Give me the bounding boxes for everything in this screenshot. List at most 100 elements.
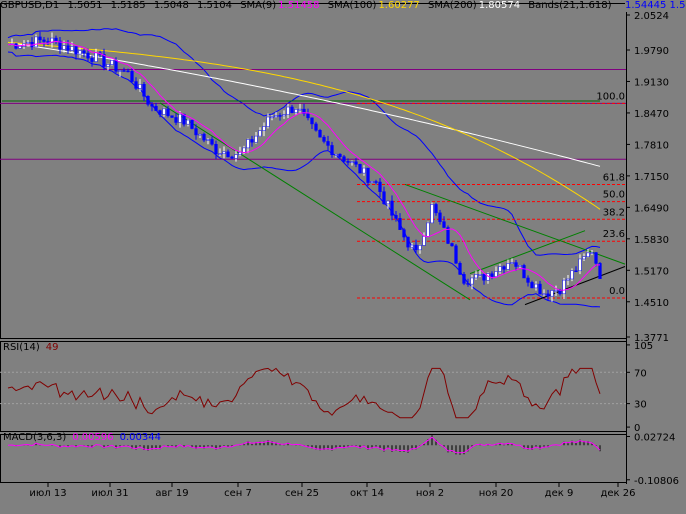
candle-body (566, 278, 570, 281)
channel-line-lower (159, 102, 471, 301)
candle-body (262, 126, 266, 131)
candle-body (406, 236, 410, 248)
macd-value-2: 0.00344 (119, 432, 161, 443)
price-axis-label: 1.3771 (634, 333, 669, 344)
candle-body (598, 263, 602, 279)
candle-body (70, 46, 74, 51)
rsi-axis-label: 0 (634, 423, 640, 434)
candle-body (334, 153, 338, 156)
macd-axis-label: 0.02724 (634, 432, 675, 443)
rsi-axis-label: 105 (634, 341, 653, 352)
rsi-axis-label: 30 (634, 400, 647, 411)
macd-value-1: 0.00596 (72, 432, 114, 443)
candle-body (190, 119, 194, 129)
candle-body (414, 244, 418, 251)
candle-body (226, 151, 230, 158)
candle-body (18, 46, 22, 49)
candle-body (278, 115, 282, 117)
candle-body (498, 266, 502, 272)
candle-body (246, 139, 250, 149)
candle-body (270, 116, 274, 119)
candle-body (154, 105, 158, 111)
candle-body (150, 104, 154, 107)
candle-body (106, 64, 110, 67)
candle-body (78, 50, 82, 55)
candle-body (310, 117, 314, 125)
candle-body (554, 289, 558, 292)
candle-body (50, 37, 54, 43)
sma100-value: 1.60277 (378, 0, 420, 11)
candle-body (526, 277, 530, 283)
candle-body (306, 113, 310, 119)
candle-body (142, 84, 146, 97)
macd-label: MACD(3,6,3) (3, 432, 67, 443)
candle-body (454, 245, 458, 264)
price-axis-label: 1.5170 (634, 266, 669, 277)
candle-body (258, 130, 262, 137)
price-axis-label: 1.7810 (634, 140, 669, 151)
candle-body (594, 252, 598, 264)
candle-body (522, 265, 526, 279)
candle-body (574, 270, 578, 273)
candle-body (458, 263, 462, 275)
candle-body (482, 274, 486, 281)
candle-body (398, 218, 402, 230)
candle-body (342, 156, 346, 162)
candle-body (250, 139, 254, 143)
candle-body (222, 151, 226, 154)
candle-body (374, 181, 378, 183)
channel-line-rising (469, 230, 586, 275)
rsi-axis-label: 70 (634, 368, 647, 379)
candle-body (122, 70, 126, 72)
candle-body (358, 164, 362, 174)
fibo-level-label: 0.0 (609, 286, 625, 297)
fibo-level-label: 100.0 (596, 91, 625, 102)
candle-body (38, 36, 42, 41)
time-axis-label: дек 9 (545, 488, 574, 499)
candle-body (562, 279, 566, 295)
bands-upper (7, 28, 601, 256)
candle-body (542, 293, 546, 296)
sma100-label: SMA(100) (327, 0, 377, 11)
candle-body (490, 273, 494, 277)
candle-body (438, 212, 442, 222)
candle-body (86, 52, 90, 59)
price-axis-label: 1.5830 (634, 235, 669, 246)
macd-signal-line (7, 436, 601, 454)
candle-body (426, 222, 430, 237)
candle-body (318, 130, 322, 138)
rsi-header: RSI(14) 49 (3, 342, 65, 354)
candle-body (518, 265, 522, 267)
candle-body (234, 154, 238, 159)
candle-body (74, 46, 78, 55)
candles (10, 31, 602, 302)
candle-body (494, 271, 498, 277)
close-value: 1.5104 (197, 0, 232, 11)
price-axis-label: 1.9130 (634, 77, 669, 88)
price-axis-label: 1.8470 (634, 109, 669, 120)
candle-body (402, 229, 406, 238)
candle-body (54, 37, 58, 42)
candle-body (126, 70, 130, 73)
candle-body (314, 123, 318, 131)
candle-body (386, 200, 390, 205)
price-axis-label: 1.9790 (634, 46, 669, 57)
candle-body (462, 274, 466, 284)
candle-body (206, 139, 210, 141)
time-axis-label: сен 25 (285, 488, 319, 499)
time-axis-label: июл 13 (29, 488, 66, 499)
candle-body (514, 262, 518, 267)
candle-body (370, 181, 374, 183)
candle-body (194, 128, 198, 136)
price-axis-label: 1.4510 (634, 298, 669, 309)
rsi-line (7, 367, 601, 419)
candle-body (298, 108, 302, 111)
candle-body (198, 133, 202, 136)
candle-body (58, 40, 62, 50)
fibo-level-label: 23.6 (603, 229, 625, 240)
candle-body (502, 266, 506, 270)
sma9-label: SMA(9) (240, 0, 277, 11)
